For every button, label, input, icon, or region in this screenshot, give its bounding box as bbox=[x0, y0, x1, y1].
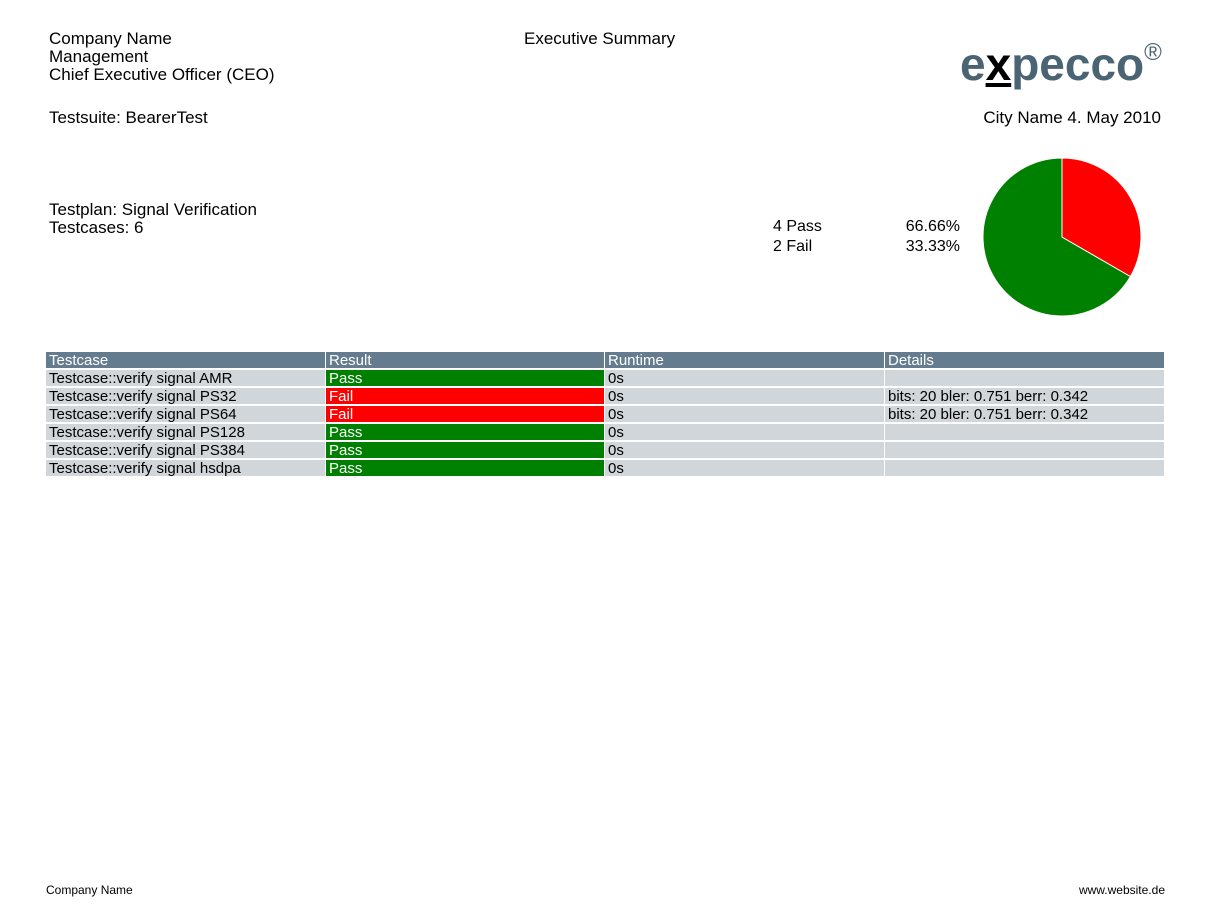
results-table: Testcase Result Runtime Details Testcase::ve… bbox=[46, 352, 1165, 478]
date: City Name 4. May 2010 bbox=[983, 108, 1161, 127]
table-row: Testcase::verify signal PS64 Fail 0s bits: … bbox=[46, 406, 1165, 424]
department: Management bbox=[49, 47, 149, 66]
result-cell: Pass bbox=[326, 442, 605, 459]
label: Testcases: bbox=[49, 218, 130, 237]
table-cell: 0s bbox=[605, 460, 885, 477]
table-cell bbox=[885, 424, 1165, 441]
table-cell: 0s bbox=[605, 388, 885, 405]
table-cell bbox=[885, 460, 1165, 477]
column-header: Runtime bbox=[605, 352, 885, 369]
report-title: Executive Summary bbox=[524, 29, 676, 48]
table-cell: Testcase::verify signal PS128 bbox=[46, 424, 326, 441]
table-row: Testcase::verify signal PS128 Pass 0s bbox=[46, 424, 1165, 442]
result-cell: Fail bbox=[326, 388, 605, 405]
pie-slice bbox=[982, 157, 1132, 317]
header-row: Testcase Result Runtime Details bbox=[46, 352, 1165, 370]
value-label: 66.66% bbox=[906, 218, 960, 235]
value-label: 33.33% bbox=[906, 238, 960, 255]
table-cell: Testcase::verify signal hsdpa bbox=[46, 460, 326, 477]
role: Chief Executive Officer (CEO) bbox=[49, 65, 275, 84]
column-header: Testcase bbox=[46, 352, 326, 369]
table-row: Testcase::verify signal PS32 Fail 0s bits: … bbox=[46, 388, 1165, 406]
table-row: Testcase::verify signal hsdpa Pass 0s bbox=[46, 460, 1165, 478]
company: Company Name bbox=[49, 29, 172, 48]
table-cell: Testcase::verify signal AMR bbox=[46, 370, 326, 387]
column-header: Details bbox=[885, 352, 1165, 369]
value: BearerTest bbox=[125, 108, 208, 127]
table-cell: bits: 20 bler: 0.751 berr: 0.342 bbox=[885, 406, 1165, 423]
testplan: Testplan: Signal Verification bbox=[49, 201, 257, 219]
label: Testplan: bbox=[49, 200, 118, 219]
table-row: Testcase::verify signal PS384 Pass 0s bbox=[46, 442, 1165, 460]
table-row: Testcase::verify signal AMR Pass 0s bbox=[46, 370, 1165, 388]
table-cell: Testcase::verify signal PS32 bbox=[46, 388, 326, 405]
logo: expecco® bbox=[960, 28, 1162, 89]
table-cell: Testcase::verify signal PS384 bbox=[46, 442, 326, 459]
result-cell: Pass bbox=[326, 370, 605, 387]
result-cell: Fail bbox=[326, 406, 605, 423]
value: 6 bbox=[134, 218, 144, 237]
result-cell: Pass bbox=[326, 460, 605, 477]
pie-slice bbox=[1061, 157, 1142, 278]
testsuite: Testsuite: BearerTest bbox=[49, 109, 208, 127]
result-cell: Pass bbox=[326, 424, 605, 441]
value: Signal Verification bbox=[121, 200, 257, 219]
testcases: Testcases: 6 bbox=[49, 219, 144, 237]
footer-left: Company Name bbox=[46, 883, 133, 897]
table-cell: 0s bbox=[605, 370, 885, 387]
footer-right: www.website.de bbox=[1078, 883, 1165, 897]
table-cell bbox=[885, 370, 1165, 387]
table-cell: 0s bbox=[605, 442, 885, 459]
logo-part: x bbox=[985, 38, 1012, 90]
table-cell bbox=[885, 442, 1165, 459]
table-cell: bits: 20 bler: 0.751 berr: 0.342 bbox=[885, 388, 1165, 405]
legend-label: 2 Fail bbox=[773, 238, 812, 255]
legend-label: 4 Pass bbox=[773, 218, 822, 235]
column-header: Result bbox=[326, 352, 605, 369]
logo-mark: ® bbox=[1144, 39, 1162, 66]
table-cell: Testcase::verify signal PS64 bbox=[46, 406, 326, 423]
table-cell: 0s bbox=[605, 406, 885, 423]
table-cell: 0s bbox=[605, 424, 885, 441]
label: Testsuite: bbox=[49, 108, 121, 127]
logo-part: e bbox=[960, 38, 986, 90]
pie-chart: 4 Pass 66.66% 2 Fail 33.33% bbox=[773, 157, 1142, 317]
logo-part: pecco bbox=[1011, 38, 1145, 90]
